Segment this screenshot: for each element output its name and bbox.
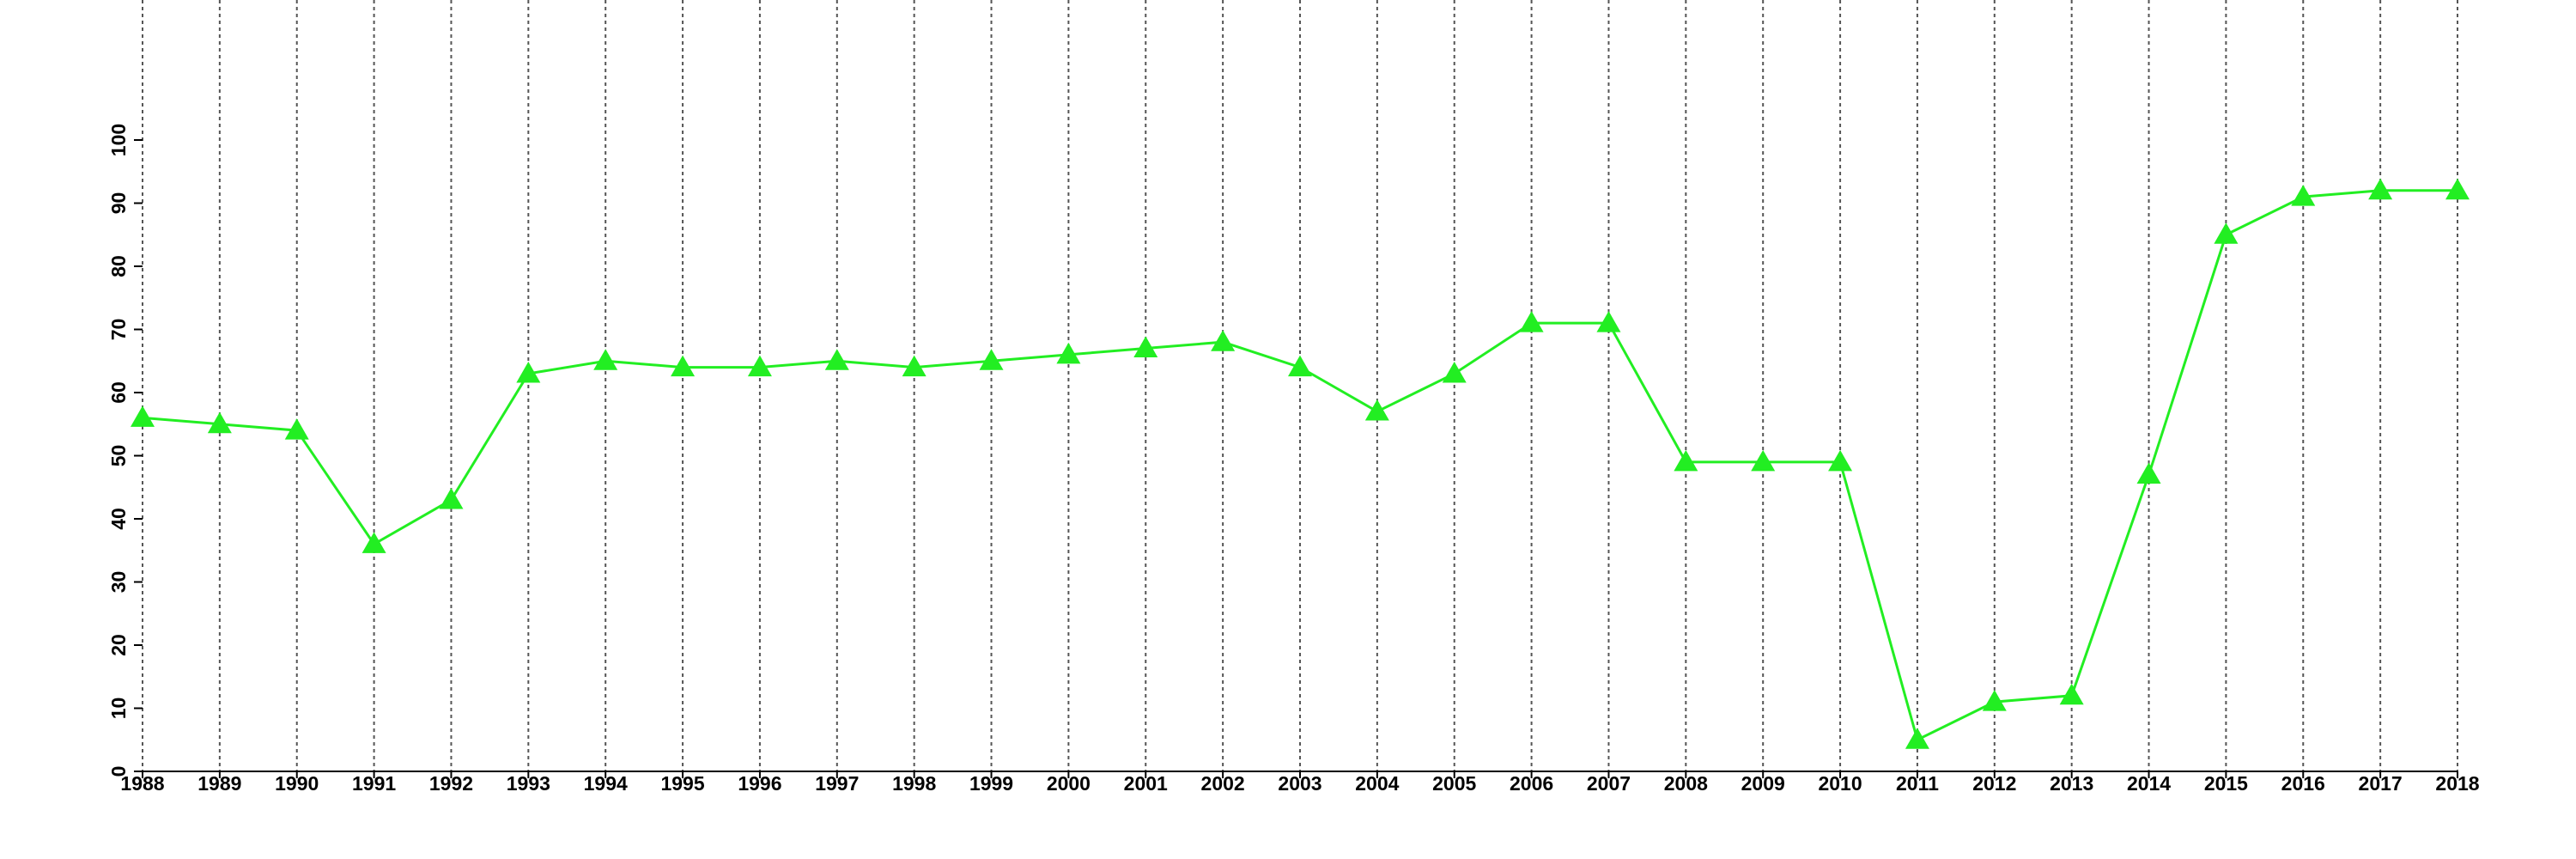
y-tick-label: 90 (107, 192, 130, 215)
x-tick-label: 2012 (1972, 772, 2016, 795)
y-tick-label: 70 (107, 319, 130, 341)
marker (1056, 342, 1081, 364)
marker (207, 411, 232, 434)
x-tick-label: 1999 (969, 772, 1013, 795)
marker (2059, 683, 2084, 705)
y-tick-label: 0 (107, 766, 130, 777)
x-tick-label: 1998 (892, 772, 936, 795)
y-tick-label: 20 (107, 634, 130, 656)
x-tick-label: 2017 (2359, 772, 2403, 795)
marker (439, 487, 464, 509)
marker (1982, 690, 2007, 711)
x-tick-label: 2015 (2204, 772, 2248, 795)
y-tick-label: 80 (107, 255, 130, 277)
marker (1133, 336, 1158, 358)
marker (1211, 330, 1236, 351)
marker (1364, 399, 1389, 421)
marker (1288, 355, 1312, 377)
marker (1905, 728, 1929, 749)
y-tick-label: 30 (107, 571, 130, 594)
marker (2291, 185, 2316, 206)
marker (361, 532, 386, 553)
x-tick-label: 2005 (1432, 772, 1476, 795)
marker (824, 349, 849, 370)
y-tick-label: 40 (107, 508, 130, 530)
x-tick-label: 1996 (738, 772, 781, 795)
marker (1442, 361, 1467, 383)
marker (593, 349, 618, 370)
x-tick-label: 2001 (1124, 772, 1168, 795)
x-tick-label: 2002 (1201, 772, 1245, 795)
x-tick-label: 2006 (1510, 772, 1553, 795)
x-tick-label: 2009 (1741, 772, 1785, 795)
x-tick-label: 2016 (2281, 772, 2325, 795)
x-tick-label: 2014 (2127, 772, 2171, 795)
x-tick-label: 1989 (197, 772, 241, 795)
marker (671, 355, 696, 377)
line (142, 189, 2458, 742)
x-tick-label: 1997 (815, 772, 859, 795)
marker (1751, 449, 1776, 472)
y-tick-label: 50 (107, 445, 130, 467)
x-tick-label: 1990 (275, 772, 319, 795)
x-tick-label: 1995 (660, 772, 704, 795)
marker (2445, 178, 2470, 200)
y-tick-label: 60 (107, 381, 130, 404)
marker (1828, 449, 1853, 472)
marker (131, 405, 155, 427)
x-tick-label: 2010 (1818, 772, 1862, 795)
x-tick-label: 1988 (120, 772, 164, 795)
x-tick-label: 2007 (1587, 772, 1631, 795)
x-tick-label: 1991 (352, 772, 396, 795)
x-tick-label: 1993 (507, 772, 550, 795)
marker (284, 418, 309, 440)
x-tick-label: 2004 (1355, 772, 1399, 795)
marker (979, 349, 1004, 370)
x-tick-label: 2011 (1896, 772, 1939, 795)
marker (2368, 178, 2393, 200)
x-tick-label: 2018 (2435, 772, 2479, 795)
x-tick-label: 1994 (584, 772, 628, 795)
x-tick-label: 2000 (1047, 772, 1091, 795)
marker (1596, 311, 1621, 332)
marker (1674, 449, 1698, 472)
y-tick-label: 10 (107, 698, 130, 720)
marker (1519, 311, 1544, 332)
marker (902, 355, 927, 377)
marker (2214, 222, 2239, 244)
y-tick-label: 100 (107, 124, 130, 156)
x-tick-label: 2003 (1278, 772, 1321, 795)
marker (2136, 462, 2161, 484)
marker (516, 361, 541, 383)
marker (747, 355, 772, 377)
x-tick-label: 2013 (2050, 772, 2093, 795)
x-tick-label: 1992 (429, 772, 473, 795)
x-tick-label: 2008 (1664, 772, 1708, 795)
